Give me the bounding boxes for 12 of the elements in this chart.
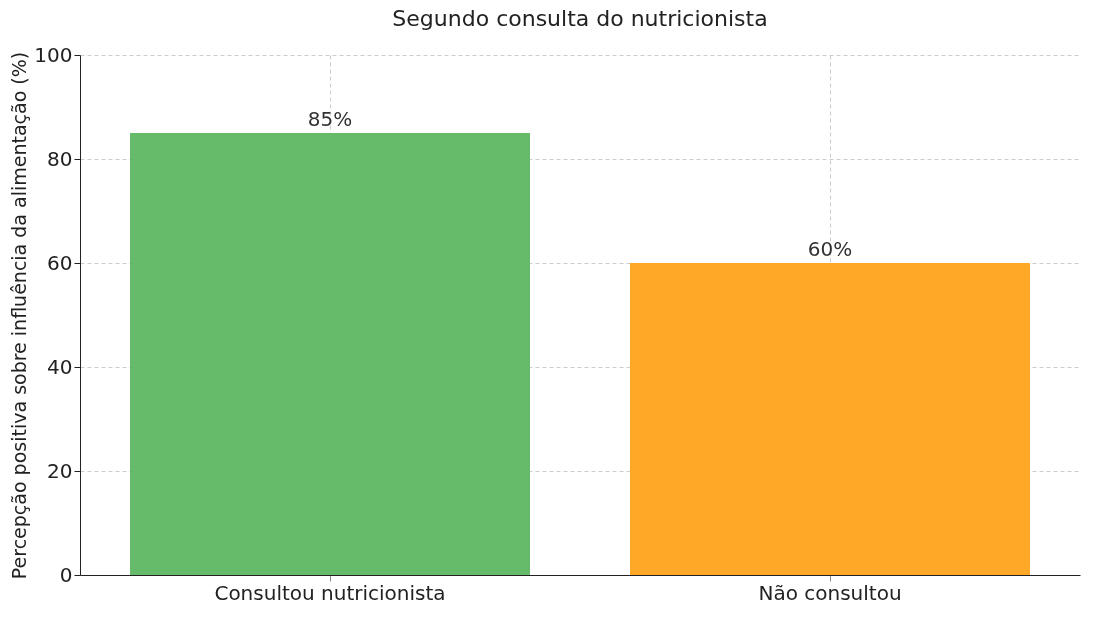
data-label: 60% [807, 237, 853, 261]
y-tick-label: 80 [47, 146, 73, 171]
y-tick-label: 100 [34, 42, 73, 67]
x-tick-label: Não consultou [758, 580, 902, 605]
data-label: 85% [307, 107, 353, 131]
x-tick-label: Consultou nutricionista [214, 580, 446, 605]
chart-title: Segundo consulta do nutricionista [392, 6, 768, 31]
y-tick-label: 0 [59, 562, 73, 587]
y-axis-title: Percepção positiva sobre influência da alimentação (%) [8, 51, 31, 580]
y-tick-label: 20 [47, 458, 73, 483]
y-tick-label: 60 [47, 250, 73, 275]
y-tick-label: 40 [47, 354, 73, 379]
